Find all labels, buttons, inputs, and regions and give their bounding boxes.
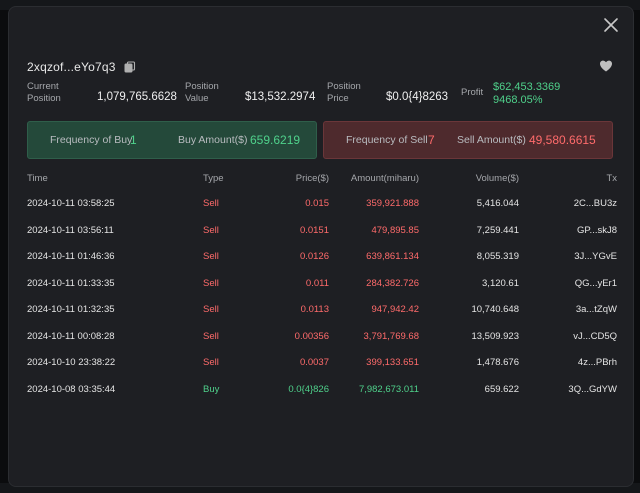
sell-frequency-value: 7 <box>428 133 435 147</box>
backdrop-top <box>0 0 640 10</box>
sell-amount-label: Sell Amount($) <box>457 134 526 146</box>
row-volume: 1,478.676 <box>476 357 519 368</box>
row-price: 0.011 <box>305 277 329 289</box>
row-type: Sell <box>203 251 219 262</box>
row-amount: 7,982,673.011 <box>358 383 419 395</box>
transactions-table: Time Type Price($) Amount(miharu) Volume… <box>27 171 617 408</box>
row-amount: 284,382.726 <box>366 277 419 289</box>
copy-icon[interactable] <box>124 61 136 73</box>
header-amount: Amount(miharu) <box>350 173 419 184</box>
position-price-label: Position Price <box>327 81 361 104</box>
row-type: Sell <box>203 304 219 315</box>
row-price: 0.015 <box>305 198 329 209</box>
row-time: 2024-10-11 01:32:35 <box>27 304 115 315</box>
current-position-label: Current Position <box>27 81 61 104</box>
holder-details-modal: 2xqzof...eYo7q3 Current Position 1,079,7… <box>8 6 634 487</box>
profit-percent: 9468.05% <box>493 94 543 106</box>
table-row: 2024-10-11 03:56:11 Sell 0.0151 479,895.… <box>27 223 617 250</box>
current-position-value: 1,079,765.6628 <box>97 91 177 103</box>
row-time: 2024-10-11 03:56:11 <box>27 224 114 236</box>
header-time: Time <box>27 173 48 184</box>
row-volume: 5,416.044 <box>476 198 519 209</box>
row-tx-link[interactable]: 3J...YGvE <box>574 251 617 262</box>
buy-amount-label: Buy Amount($) <box>178 134 248 146</box>
table-row: 2024-10-11 01:33:35 Sell 0.011 284,382.7… <box>27 276 617 303</box>
row-time: 2024-10-11 00:08:28 <box>27 330 115 342</box>
backdrop-bottom <box>0 483 640 493</box>
row-time: 2024-10-11 01:33:35 <box>27 277 115 289</box>
sell-summary-panel: Frequency of Sell 7 Sell Amount($) 49,58… <box>323 121 613 159</box>
row-amount: 639,861.134 <box>366 251 419 262</box>
row-type: Buy <box>203 383 220 395</box>
profit-label: Profit <box>461 87 484 98</box>
close-button[interactable] <box>601 15 621 35</box>
row-price: 0.0126 <box>299 251 329 262</box>
row-tx-link[interactable]: 4z...PBrh <box>577 357 617 368</box>
table-row: 2024-10-10 23:38:22 Sell 0.0037 399,133.… <box>27 355 617 382</box>
table-row: 2024-10-11 03:58:25 Sell 0.015 359,921.8… <box>27 196 617 223</box>
heart-icon[interactable] <box>599 59 613 73</box>
row-amount: 479,895.85 <box>371 224 419 236</box>
row-price: 0.0037 <box>299 357 329 368</box>
row-type: Sell <box>203 277 219 289</box>
table-row: 2024-10-08 03:35:44 Buy 0.0{4}826 7,982,… <box>27 382 617 409</box>
row-price: 0.0113 <box>300 304 329 315</box>
position-value-label: Position Value <box>185 81 219 104</box>
wallet-address: 2xqzof...eYo7q3 <box>27 60 116 74</box>
header-type: Type <box>203 173 224 184</box>
row-time: 2024-10-11 01:46:36 <box>27 251 115 262</box>
row-type: Sell <box>203 357 219 368</box>
buy-amount-value: 659.6219 <box>250 133 301 147</box>
row-volume: 8,055.319 <box>476 251 519 262</box>
buy-frequency-label: Frequency of Buy <box>50 134 133 146</box>
row-volume: 13,509.923 <box>471 330 519 342</box>
row-time: 2024-10-11 03:58:25 <box>27 198 115 209</box>
row-tx-link[interactable]: 2C...BU3z <box>573 198 617 209</box>
row-price: 0.00356 <box>294 330 329 342</box>
row-volume: 10,740.648 <box>471 304 519 315</box>
address-row: 2xqzof...eYo7q3 <box>27 59 136 75</box>
row-volume: 659.622 <box>484 383 519 395</box>
row-tx-link[interactable]: 3a...tZqW <box>575 304 617 315</box>
row-volume: 3,120.61 <box>482 277 519 289</box>
sell-frequency-label: Frequency of Sell <box>346 134 428 146</box>
position-value-value: $13,532.2974 <box>245 91 316 103</box>
row-price: 0.0{4}826 <box>288 383 329 395</box>
row-type: Sell <box>203 330 219 342</box>
row-amount: 3,791,769.68 <box>363 330 419 342</box>
buy-summary-panel: Frequency of Buy 1 Buy Amount($) 659.621… <box>27 121 317 159</box>
position-price-value: $0.0{4}8263 <box>386 91 449 103</box>
row-price: 0.0151 <box>299 224 329 236</box>
profit-amount: $62,453.3369 <box>493 81 561 93</box>
header-tx: Tx <box>606 173 617 184</box>
sell-amount-value: 49,580.6615 <box>529 133 596 147</box>
table-header: Time Type Price($) Amount(miharu) Volume… <box>27 171 617 187</box>
position-stats: Current Position 1,079,765.6628 Position… <box>27 81 627 115</box>
header-price: Price($) <box>295 173 329 184</box>
row-type: Sell <box>203 224 219 236</box>
row-type: Sell <box>203 198 219 209</box>
row-time: 2024-10-08 03:35:44 <box>27 383 116 395</box>
row-tx-link[interactable]: QG...yEr1 <box>574 277 617 289</box>
close-icon <box>604 18 618 32</box>
header-volume: Volume($) <box>475 173 519 184</box>
row-amount: 947,942.42 <box>371 304 419 315</box>
table-row: 2024-10-11 01:32:35 Sell 0.0113 947,942.… <box>27 302 617 329</box>
table-row: 2024-10-11 01:46:36 Sell 0.0126 639,861.… <box>27 249 617 276</box>
buy-frequency-value: 1 <box>130 133 137 147</box>
row-volume: 7,259.441 <box>476 224 519 236</box>
row-tx-link[interactable]: GP...skJ8 <box>577 224 617 236</box>
row-amount: 359,921.888 <box>366 198 419 209</box>
row-tx-link[interactable]: vJ...CD5Q <box>573 330 617 342</box>
row-tx-link[interactable]: 3Q...GdYW <box>568 383 617 395</box>
row-time: 2024-10-10 23:38:22 <box>27 357 116 368</box>
table-row: 2024-10-11 00:08:28 Sell 0.00356 3,791,7… <box>27 329 617 356</box>
row-amount: 399,133.651 <box>366 357 419 368</box>
